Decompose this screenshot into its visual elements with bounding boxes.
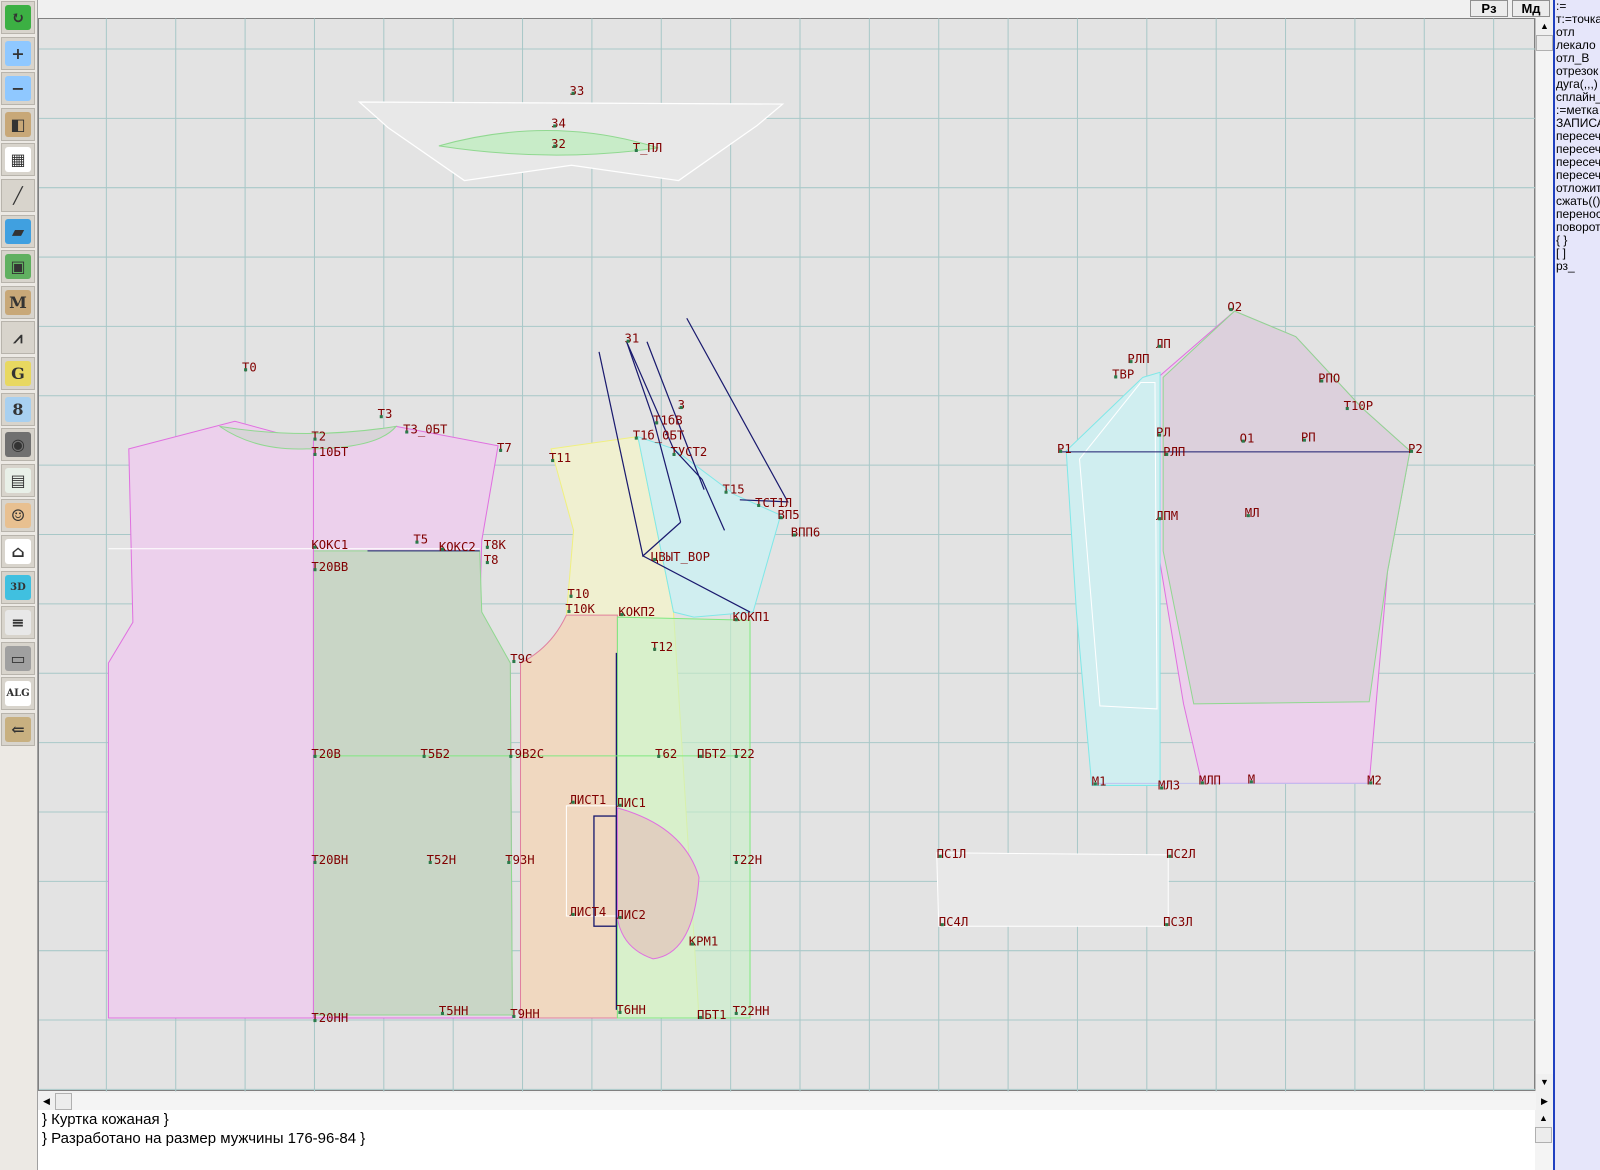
scroll-thumb[interactable] (1536, 35, 1553, 51)
scroll-down-button[interactable]: ▼ (1536, 1074, 1553, 1091)
spreadsheet-icon: ▤ (5, 467, 31, 493)
command-item[interactable]: рз_ (1556, 260, 1575, 273)
tool-button-line-segment[interactable]: ╱ (1, 179, 35, 212)
tool-button-user-photo[interactable]: ☺ (1, 499, 35, 533)
tool-button-map[interactable]: ▰ (1, 214, 35, 248)
pattern-view-icon: ◧ (5, 111, 31, 137)
comment-editor[interactable]: } Куртка кожаная } } Разработано на разм… (38, 1110, 1535, 1170)
tool-button-exit[interactable]: ⇐ (1, 713, 35, 746)
top-bar: Рз Мд (38, 0, 1553, 18)
command-item[interactable]: пересеч (1556, 143, 1600, 156)
compass-icon: ⩘ (5, 325, 31, 351)
scroll-left-button[interactable]: ◀ (38, 1093, 55, 1110)
horizontal-scrollbar[interactable]: ◀ ▶ (38, 1093, 1553, 1110)
exit-icon: ⇐ (5, 717, 31, 742)
camera-icon: ◉ (5, 432, 31, 458)
map-icon: ▰ (5, 218, 31, 244)
command-item[interactable]: отл (1556, 26, 1575, 39)
command-item[interactable]: пересеч (1556, 156, 1600, 169)
tool-palette: ↻ + − ◧ ▦ ╱ ▰ ▣ M ⩘ G 8 ◉ ▤ ☺ ⌂ 3D ≡ ▭ ALG ⇐ (0, 0, 38, 1170)
user-photo-icon: ☺ (5, 503, 31, 529)
command-item[interactable]: отрезок (1556, 65, 1599, 78)
comment-line-1: } Куртка кожаная } (42, 1111, 169, 1128)
scroll-right-button[interactable]: ▶ (1536, 1093, 1553, 1110)
tool-button-compass[interactable]: ⩘ (1, 321, 35, 355)
scroll-up-button[interactable]: ▲ (1536, 18, 1553, 35)
tool-button-ruler[interactable]: 8 (1, 392, 35, 426)
zoom-in-icon: + (5, 40, 31, 66)
md-button[interactable]: Мд (1512, 0, 1550, 17)
tool-button-refresh[interactable]: ↻ (1, 1, 35, 34)
command-item[interactable]: { } (1556, 234, 1568, 247)
command-item[interactable]: сплайн_ (1556, 91, 1600, 104)
tool-button-grid[interactable]: ▦ (1, 143, 35, 177)
3d-view-icon: 3D (5, 574, 31, 600)
vertical-scrollbar[interactable]: ▲ ▼ (1535, 18, 1553, 1091)
refresh-icon: ↻ (5, 5, 31, 30)
tool-button-jacket[interactable]: ⌂ (1, 535, 35, 568)
command-item[interactable]: т:=точка (1556, 13, 1600, 26)
tool-button-library[interactable]: ▭ (1, 641, 35, 675)
text-list-icon: ≡ (5, 610, 31, 636)
tool-button-pattern-piece[interactable]: ▣ (1, 250, 35, 284)
tool-button-3d-view[interactable]: 3D (1, 570, 35, 604)
algorithm-icon: ALG (5, 681, 31, 707)
editor-scroll-up[interactable]: ▲ (1535, 1110, 1552, 1127)
command-item[interactable]: сжать(() (1556, 195, 1600, 208)
tool-button-pattern-view[interactable]: ◧ (1, 107, 35, 141)
command-item[interactable]: :=метка (1556, 104, 1599, 117)
command-panel: := т:=точка отл лекало отл_В отрезок дуга(,,,)… (1553, 0, 1600, 1170)
command-item[interactable]: отложит (1556, 182, 1600, 195)
hscroll-thumb[interactable] (55, 1093, 72, 1110)
tool-button-measurements[interactable]: M (1, 285, 35, 319)
command-item[interactable]: отл_В (1556, 52, 1590, 65)
tool-button-zoom-out[interactable]: − (1, 72, 35, 106)
grading-icon: G (5, 361, 31, 386)
rz-button[interactable]: Рз (1470, 0, 1508, 17)
measurements-icon: M (5, 289, 31, 315)
comment-line-2: } Разработано на размер мужчины 176-96-8… (42, 1130, 366, 1147)
library-icon: ▭ (5, 645, 31, 671)
command-item[interactable]: лекало (1556, 39, 1596, 52)
line-segment-icon: ╱ (5, 183, 31, 208)
command-item[interactable]: пересеч (1556, 169, 1600, 182)
tool-button-spreadsheet[interactable]: ▤ (1, 463, 35, 497)
command-item[interactable]: поворот (1556, 221, 1600, 234)
ruler-icon: 8 (5, 396, 31, 422)
command-item[interactable]: [ ] (1556, 247, 1567, 260)
tool-button-algorithm[interactable]: ALG (1, 677, 35, 711)
command-item[interactable]: перенос (1556, 208, 1600, 221)
pattern-piece-icon: ▣ (5, 254, 31, 280)
command-item[interactable]: ЗАПИСА (1556, 117, 1600, 130)
command-item[interactable]: := (1556, 0, 1567, 13)
grid-icon: ▦ (5, 147, 31, 173)
zoom-out-icon: − (5, 76, 31, 102)
tool-button-grading[interactable]: G (1, 357, 35, 390)
editor-scroll-thumb[interactable] (1535, 1127, 1552, 1143)
tool-button-zoom-in[interactable]: + (1, 36, 35, 70)
tool-button-camera[interactable]: ◉ (1, 428, 35, 462)
tool-button-text-list[interactable]: ≡ (1, 606, 35, 640)
pattern-canvas[interactable] (38, 18, 1535, 1091)
jacket-icon: ⌂ (5, 539, 31, 564)
command-item[interactable]: дуга(,,,) (1556, 78, 1598, 91)
editor-scrollbar[interactable]: ▲ (1535, 1110, 1553, 1170)
command-item[interactable]: пересеч (1556, 130, 1600, 143)
